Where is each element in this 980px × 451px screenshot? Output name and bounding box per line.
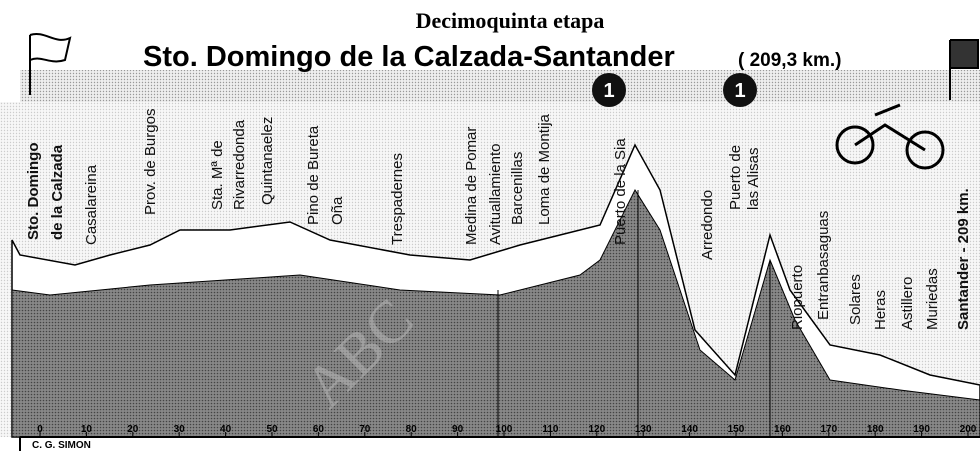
place-label: Entranbasaguas: [815, 211, 832, 320]
place-label: Barcenillas: [509, 152, 526, 225]
place-label: Trespadernes: [389, 153, 406, 245]
start-flag: [29, 32, 72, 95]
km-tick-label: 190: [913, 424, 930, 435]
place-label: Loma de Montija: [536, 113, 553, 225]
place-label: Sto. Domingo: [25, 143, 42, 241]
place-label: Muriedas: [924, 268, 941, 330]
km-tick-label: 20: [127, 424, 139, 435]
km-tick-label: 90: [452, 424, 464, 435]
place-label: Solares: [847, 274, 864, 325]
place-label: Medina de Pomar: [463, 127, 480, 245]
km-tick-label: 160: [774, 424, 791, 435]
place-label: Riopuerto: [789, 265, 806, 330]
place-label: Heras: [872, 290, 889, 330]
header-band: [20, 70, 980, 102]
climb-badge: [592, 73, 626, 107]
km-tick-label: 180: [867, 424, 884, 435]
km-tick-label: 0: [37, 424, 43, 435]
place-label: Astillero: [899, 277, 916, 330]
profile-base: [11, 188, 980, 438]
km-tick-label: 40: [220, 424, 232, 435]
km-tick-label: 100: [496, 424, 513, 435]
km-tick-label: 130: [635, 424, 652, 435]
km-tick-label: 150: [728, 424, 745, 435]
place-label: Casalareina: [83, 164, 100, 245]
climb-category: 1: [734, 80, 745, 102]
finish-flag: [949, 39, 979, 100]
place-label: Puerto de la Sia: [612, 138, 629, 245]
place-label: las Alisas: [745, 147, 762, 210]
place-label: Puerto de: [727, 145, 744, 210]
cyclist: [835, 103, 945, 170]
km-tick-label: 60: [313, 424, 325, 435]
km-tick-label: 80: [406, 424, 418, 435]
km-tick-label: 120: [588, 424, 605, 435]
place-label: Rivarredonda: [231, 119, 248, 210]
km-tick-label: 70: [359, 424, 371, 435]
place-label: Arredondo: [699, 190, 716, 260]
km-tick-label: 140: [681, 424, 698, 435]
climb-badge: [723, 73, 757, 107]
km-tick-label: 30: [174, 424, 186, 435]
kicker: Decimoquinta etapa: [416, 8, 605, 33]
km-tick-label: 50: [266, 424, 278, 435]
place-label: Prov. de Burgos: [142, 109, 159, 215]
place-label: Quintanaelez: [259, 117, 276, 205]
place-label: Sta. Mª de: [209, 140, 226, 210]
place-label: Santander - 209 km.: [955, 188, 972, 330]
place-label: Oña: [329, 196, 346, 225]
place-label: de la Calzada: [49, 144, 66, 240]
title: Sto. Domingo de la Calzada-Santander: [143, 41, 675, 73]
climb-category: 1: [603, 80, 614, 102]
place-label: Avituallamiento: [487, 144, 504, 245]
km-tick-label: 170: [820, 424, 837, 435]
km-tick-label: 10: [81, 424, 93, 435]
km-tick-label: 110: [542, 424, 559, 435]
distance: ( 209,3 km.): [738, 50, 842, 71]
credit: C. G. SIMON: [32, 440, 91, 451]
place-label: Pino de Bureta: [305, 125, 322, 225]
km-tick-label: 200: [960, 424, 977, 435]
